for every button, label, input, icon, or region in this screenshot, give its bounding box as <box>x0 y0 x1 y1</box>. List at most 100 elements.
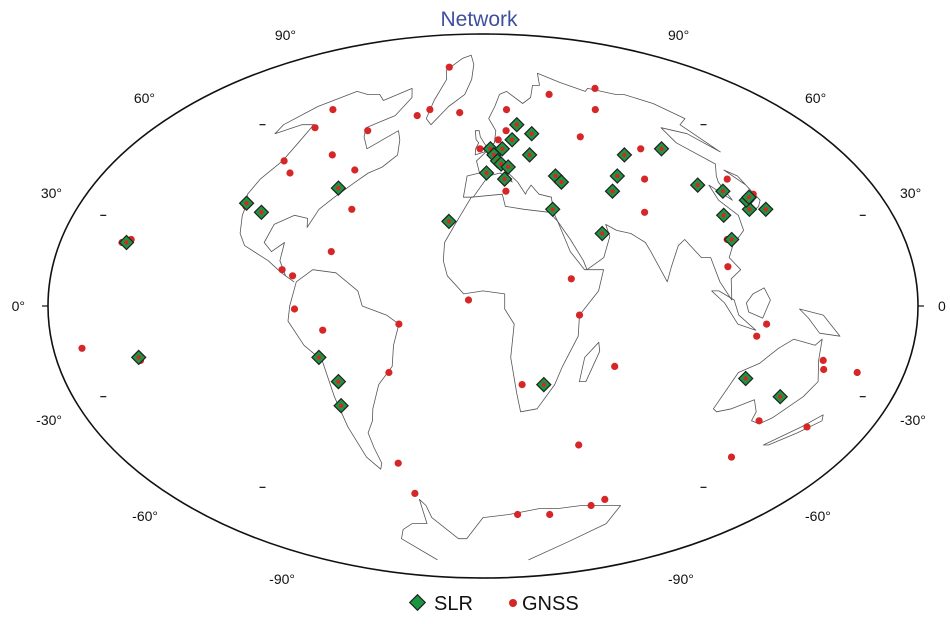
gnss-station <box>364 127 372 135</box>
gnss-station <box>615 173 620 179</box>
lat-label-left-minus90: -90° <box>269 571 295 587</box>
gnss-station <box>290 305 299 313</box>
gnss-station <box>622 152 627 158</box>
gnss-legend-icon <box>509 599 517 607</box>
gnss-station <box>518 381 526 389</box>
gnss-station <box>502 106 511 114</box>
gnss-station <box>78 344 86 352</box>
gnss-station <box>567 275 575 283</box>
gnss-station <box>316 355 322 360</box>
gnss-station <box>541 382 546 387</box>
gnss-station <box>755 417 763 425</box>
gnss-station <box>575 441 583 449</box>
gnss-station <box>426 106 434 114</box>
gnss-station <box>502 127 510 135</box>
right-latitude-labels: 90° 60° 30° 0 -30° -60° -90° <box>668 27 946 587</box>
lat-label-left-0: 0° <box>12 298 25 314</box>
lat-label-left-minus30: -30° <box>36 412 62 428</box>
gnss-station <box>348 205 356 213</box>
gnss-station <box>514 510 522 519</box>
slr-stations <box>118 116 789 414</box>
gnss-station <box>506 164 511 170</box>
lat-label-right-90: 90° <box>668 27 689 43</box>
continent-outlines <box>239 54 841 561</box>
gnss-station <box>498 161 504 167</box>
gnss-station <box>336 379 341 384</box>
gnss-station <box>591 106 599 114</box>
gnss-station <box>720 189 726 194</box>
gnss-station <box>600 231 605 236</box>
gnss-station <box>778 394 783 399</box>
gnss-station <box>819 356 827 364</box>
gnss-station <box>445 63 453 71</box>
gnss-station <box>319 326 327 334</box>
gnss-station <box>724 263 732 271</box>
gnss-station <box>289 272 297 280</box>
lat-label-right-minus60: -60° <box>805 508 831 524</box>
gnss-station <box>545 90 553 98</box>
gnss-station <box>575 311 584 319</box>
gnss-station <box>721 213 726 218</box>
gnss-station <box>611 362 619 370</box>
gnss-station <box>328 151 336 159</box>
landmass-australia <box>713 338 823 425</box>
lat-label-left-90: 90° <box>275 27 296 43</box>
lat-label-left-minus60: -60° <box>132 508 158 524</box>
gnss-station <box>244 201 249 206</box>
gnss-station <box>610 189 615 194</box>
gnss-station <box>413 112 421 120</box>
gnss-station <box>494 136 502 144</box>
landmass-antarctica <box>401 499 621 561</box>
gnss-station <box>502 187 510 195</box>
landmass-greenland <box>425 54 475 126</box>
gnss-station <box>278 266 286 274</box>
gnss-station <box>476 145 484 153</box>
gnss-station <box>853 368 861 377</box>
gnss-station <box>385 368 393 377</box>
gnss-station <box>327 248 335 256</box>
gnss-station <box>729 237 734 242</box>
gnss-station <box>411 489 419 497</box>
gnss-station <box>484 170 489 176</box>
slr-legend-icon <box>408 593 427 612</box>
gnss-station <box>464 296 473 304</box>
gnss-station <box>641 175 649 183</box>
gnss-station <box>311 124 319 132</box>
gnss-station <box>136 355 141 360</box>
map-outline <box>47 33 919 579</box>
gnss-station <box>746 195 752 200</box>
gnss-station <box>329 106 337 114</box>
gnss-station <box>394 459 402 467</box>
gnss-station <box>820 365 828 374</box>
gnss-station <box>286 169 294 177</box>
landmass-borneo <box>746 287 771 319</box>
gnss-station <box>753 332 761 340</box>
gnss-station <box>546 510 554 519</box>
gnss-station <box>351 166 359 174</box>
gnss-station <box>763 207 768 212</box>
map-edge-ticks <box>42 33 924 579</box>
gnss-station <box>803 423 811 431</box>
gnss-station <box>637 145 645 153</box>
landmass-north-america <box>239 88 413 283</box>
gnss-station <box>659 146 664 151</box>
gnss-station <box>550 207 555 212</box>
gnss-station <box>502 176 507 182</box>
landmass-indonesia <box>711 290 757 331</box>
gnss-station <box>576 133 584 141</box>
gnss-station <box>259 210 264 215</box>
landmass-madagascar <box>579 341 601 382</box>
gnss-station <box>553 173 558 179</box>
gnss-station <box>559 179 564 185</box>
gnss-station <box>514 122 519 127</box>
gnss-legend-label: GNSS <box>522 593 579 615</box>
lat-label-right-minus30: -30° <box>900 412 926 428</box>
gnss-station <box>500 146 505 151</box>
lat-label-right-0: 0 <box>938 298 946 314</box>
gnss-station <box>509 137 515 142</box>
lat-label-right-30: 30° <box>900 185 921 201</box>
landmass-south-america <box>287 269 400 470</box>
lat-label-left-30: 30° <box>41 185 62 201</box>
gnss-station <box>695 182 700 188</box>
